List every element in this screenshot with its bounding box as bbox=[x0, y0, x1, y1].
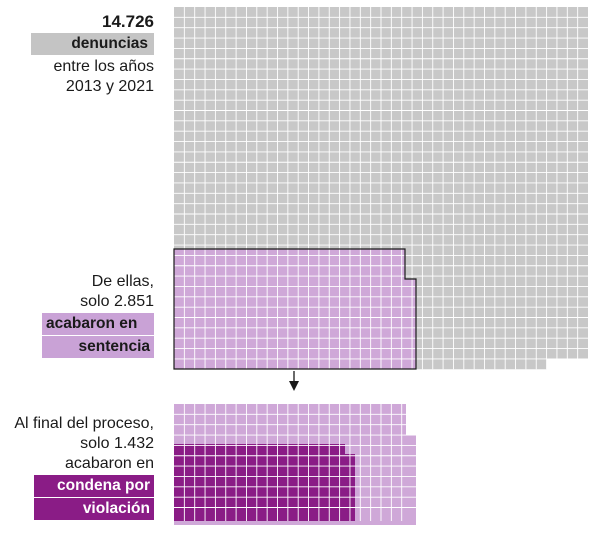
sentencia-label: De ellas, solo 2.851 acabaron en sentenc… bbox=[0, 272, 154, 358]
top-notch bbox=[546, 358, 590, 372]
total-highlight: denuncias bbox=[31, 33, 154, 55]
total-line-2: 2013 y 2021 bbox=[65, 78, 154, 95]
arrow-head-icon bbox=[289, 381, 299, 391]
sentencia-outline bbox=[173, 248, 417, 370]
sentencia-squares-bottom bbox=[174, 404, 406, 435]
condena-label: Al final del proceso, solo 1.432 acabaro… bbox=[0, 414, 154, 520]
bottom-right-clear bbox=[416, 404, 426, 525]
top-waffle-grid bbox=[174, 7, 590, 372]
sentencia-highlight-1: acabaron en bbox=[42, 313, 154, 335]
condena-line-1: Al final del proceso, bbox=[14, 415, 154, 432]
condena-line-2: solo 1.432 bbox=[80, 435, 154, 452]
condena-highlight-2: violación bbox=[34, 498, 154, 520]
sentencia-line-1: De ellas, bbox=[91, 273, 154, 290]
condena-highlight-1: condena por bbox=[34, 475, 154, 497]
condena-line-3: acabaron en bbox=[65, 455, 154, 472]
total-label: 14.726 denuncias entre los años 2013 y 2… bbox=[31, 12, 154, 97]
sentencia-highlight-2: sentencia bbox=[42, 336, 154, 358]
condena-squares-step bbox=[174, 454, 355, 521]
sentencia-squares bbox=[174, 249, 405, 369]
condena-squares bbox=[174, 444, 345, 454]
total-value: 14.726 bbox=[102, 12, 154, 31]
sentencia-squares-step bbox=[405, 279, 416, 369]
bottom-waffle-grid bbox=[174, 404, 426, 525]
bottom-notch bbox=[406, 404, 418, 435]
sentencia-line-2: solo 2.851 bbox=[80, 293, 154, 310]
total-line-1: entre los años bbox=[53, 58, 154, 75]
